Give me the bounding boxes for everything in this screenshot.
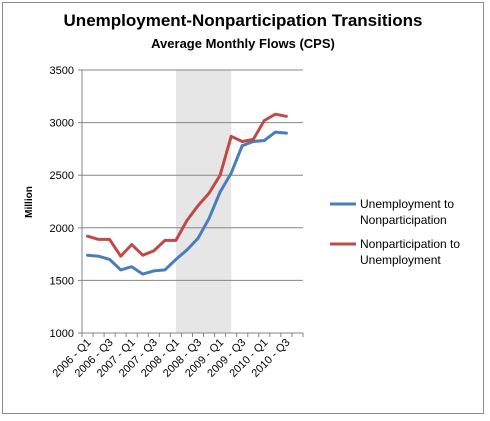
series-line-1	[86, 130, 288, 276]
legend-label-2: Nonparticipation to Unemployment	[360, 237, 460, 267]
y-tick-label: 2500	[50, 170, 74, 182]
y-tick-label: 3000	[50, 118, 74, 130]
y-tick-label: 2000	[50, 223, 74, 235]
chart-title: Unemployment-Nonparticipation Transition…	[63, 11, 423, 30]
y-axis-label: Million	[24, 186, 35, 218]
chart-subtitle: Average Monthly Flows (CPS)	[151, 36, 335, 51]
legend-label-1: Unemployment to Nonparticipation	[360, 197, 454, 227]
y-tick-label: 3500	[50, 65, 74, 77]
y-tick-label: 1000	[50, 328, 74, 340]
y-tick-label: 1500	[50, 275, 74, 287]
series-line-2	[86, 112, 288, 258]
